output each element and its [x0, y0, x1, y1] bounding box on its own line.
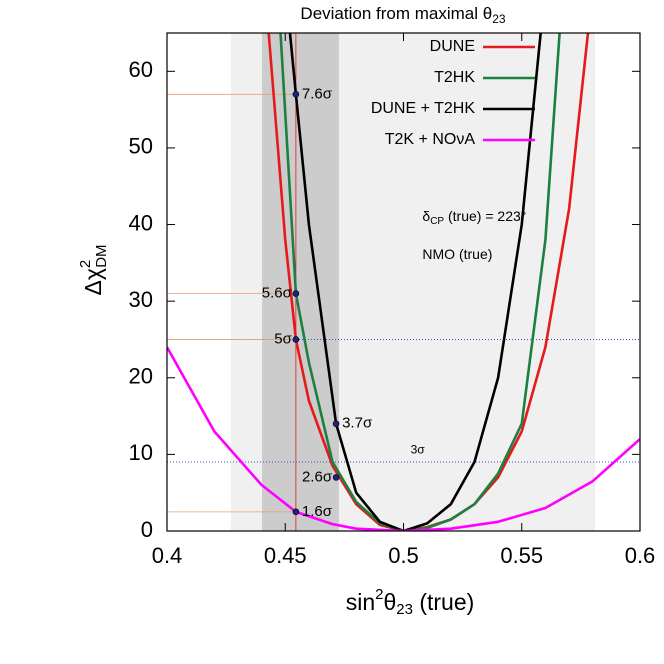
title-text: Deviation from maximal θ — [300, 4, 492, 23]
point-label: 7.6σ — [302, 85, 333, 102]
legend-label: DUNE + T2HK — [371, 100, 476, 117]
y-label-sub: DM — [93, 244, 110, 267]
marker-point — [292, 508, 300, 516]
y-tick-label: 30 — [129, 287, 153, 312]
y-axis-label: Δχ2DM — [77, 244, 110, 295]
annotation-part: NMO (true) — [422, 246, 492, 262]
y-tick-label: 20 — [129, 364, 153, 389]
point-label: 5.6σ — [262, 284, 293, 301]
marker-point — [332, 420, 340, 428]
plot-area — [167, 33, 640, 531]
background-layer — [230, 33, 596, 531]
point-label: 1.6σ — [302, 503, 333, 520]
threshold-label: 3σ — [411, 443, 426, 457]
x-tick-label: 0.45 — [264, 543, 307, 568]
y-tick-label: 60 — [129, 57, 153, 82]
marker-point — [292, 90, 300, 98]
title-sub: 23 — [492, 12, 506, 26]
series-line — [288, 33, 542, 531]
annotation-sub: CP — [430, 216, 444, 227]
x-axis-label: sin2θ23 (true) — [346, 586, 475, 618]
y-label-part: Δχ — [80, 268, 106, 295]
x-label-sup: 2 — [375, 586, 383, 603]
y-tick-label: 10 — [129, 440, 153, 465]
annotation-part: (true) = 223° — [444, 208, 526, 224]
y-tick-label: 50 — [129, 134, 153, 159]
point-label: 3.7σ — [342, 415, 373, 432]
x-label-part: (true) — [413, 589, 474, 615]
marker-point — [292, 336, 300, 343]
legend-label: T2HK — [434, 69, 475, 86]
x-label-sub: 23 — [396, 601, 413, 618]
x-tick-label: 0.6 — [625, 543, 656, 568]
marker-point — [332, 474, 340, 481]
chart-title: Deviation from maximal θ23 — [300, 4, 505, 26]
legend-label: DUNE — [430, 38, 475, 55]
x-label-part: θ — [383, 589, 396, 615]
x-label-part: sin — [346, 589, 375, 615]
annotation: δCP (true) = 223° — [422, 208, 526, 227]
series-line — [167, 346, 640, 531]
point-label: 5σ — [274, 330, 292, 347]
point-label: 2.6σ — [302, 468, 333, 485]
x-tick-label: 0.5 — [388, 543, 419, 568]
marker-point — [292, 290, 300, 297]
x-tick-label: 0.4 — [152, 543, 183, 568]
annotation-part: δ — [422, 208, 430, 224]
y-label-sup: 2 — [77, 260, 94, 268]
y-tick-label: 40 — [129, 210, 153, 235]
foreground-layer: 3σ 7.6σ 5.6σ 5σ 3.7σ 2.6σ 1.6σ δCP (true) = 223… — [129, 32, 656, 568]
legend-label: T2K + NOνA — [385, 131, 476, 148]
x-tick-label: 0.55 — [500, 543, 543, 568]
y-tick-label: 0 — [141, 517, 153, 542]
annotation: NMO (true) — [422, 246, 492, 262]
